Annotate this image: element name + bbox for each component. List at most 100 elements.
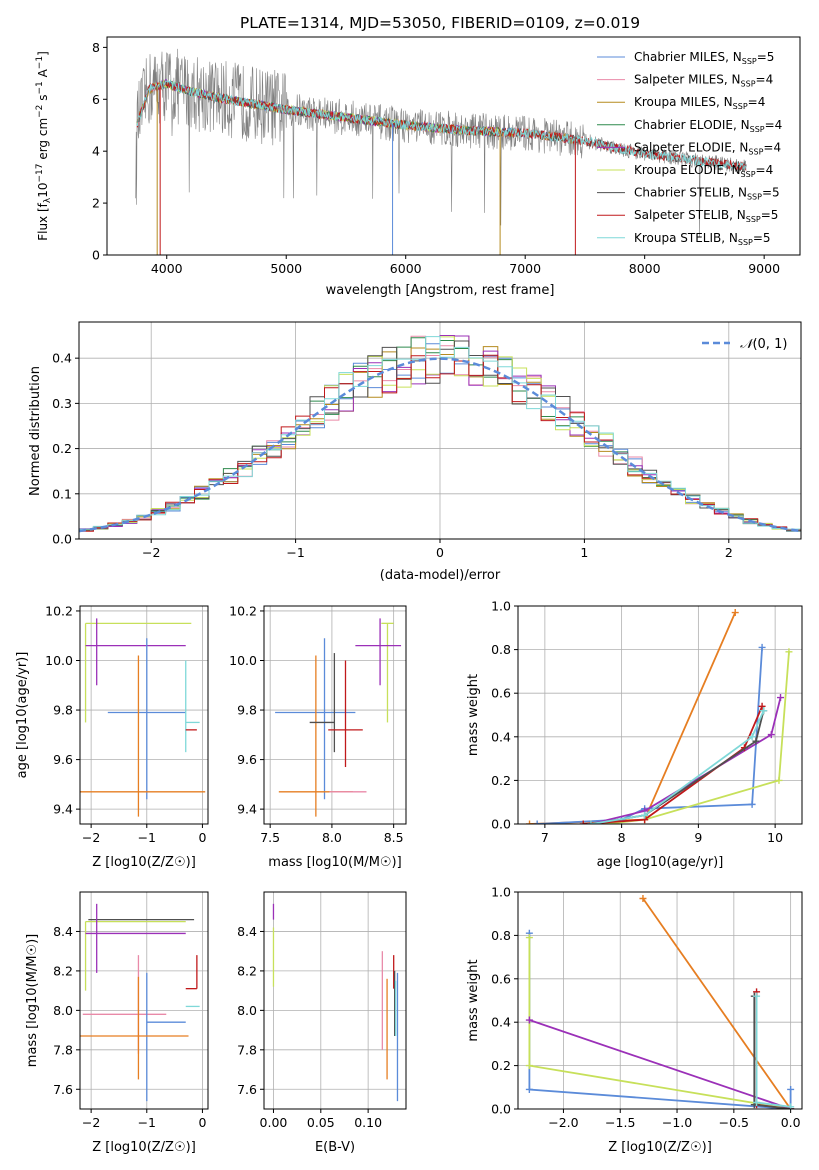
mass-weight-line — [583, 705, 763, 824]
y-tick-label: 0.0 — [491, 1102, 511, 1117]
y-tick-label: 2 — [92, 196, 100, 211]
x-tick-label: 0 — [198, 1115, 206, 1130]
y-tick-label: 10.0 — [229, 653, 257, 668]
mass-weight-marker — [526, 820, 534, 824]
residual-xlabel: (data-model)/error — [380, 568, 501, 583]
y-axis-label: age [log10(age/yr)] — [15, 652, 30, 779]
mass-weight-marker — [525, 1016, 533, 1024]
grid — [518, 891, 802, 1110]
y-tick-label: 0.0 — [52, 532, 72, 547]
mass-weight-marker — [760, 707, 768, 715]
x-tick-label: −1 — [138, 1115, 156, 1130]
x-tick-label: 6000 — [390, 261, 422, 276]
grid — [518, 605, 802, 825]
residual-histogram — [79, 336, 801, 530]
panel-frame — [517, 891, 803, 1110]
x-tick-label: 0.10 — [354, 1115, 382, 1130]
mass-weight-line — [528, 937, 791, 1109]
mass-weight-marker — [775, 776, 783, 784]
x-tick-label: 0.00 — [260, 1115, 288, 1130]
mass-weight-marker — [748, 800, 756, 808]
mass-weight-line — [606, 651, 790, 824]
normal-curve — [79, 357, 801, 533]
x-axis-label: E(B-V) — [315, 1140, 355, 1155]
x-tick-label: 2 — [725, 545, 733, 560]
x-tick-label: −2 — [82, 1115, 100, 1130]
mass-weight-line — [755, 991, 791, 1109]
x-tick-label: 5000 — [270, 261, 302, 276]
x-tick-label: 9 — [694, 830, 702, 845]
mass-weight-marker — [525, 934, 533, 942]
x-tick-label: 0.0 — [781, 1115, 801, 1130]
y-tick-label: 0.2 — [491, 773, 511, 788]
panel-frame — [263, 891, 407, 1110]
y-axis-label: mass weight — [466, 674, 481, 756]
x-tick-label: 0 — [198, 830, 206, 845]
x-tick-label: −1.0 — [662, 1115, 692, 1130]
mass-vs-metallicity-panel: −2 −1 0 7.6 7.8 8.0 8.2 8.4 Z [log10(Z/Z☉)] mass … — [25, 891, 209, 1155]
y-tick-label: 0.8 — [491, 928, 511, 943]
mass-weight-line — [755, 996, 791, 1108]
mass-weight-marker — [533, 820, 541, 824]
y-axis-label: mass [log10(M/M☉)] — [25, 934, 40, 1067]
x-axis-label: Z [log10(Z/Z☉)] — [92, 855, 196, 870]
mass-weight-marker — [641, 811, 649, 819]
x-tick-label: 7000 — [509, 261, 541, 276]
y-tick-label: 7.6 — [237, 1082, 257, 1097]
spectrum-title: PLATE=1314, MJD=53050, FIBERID=0109, z=0… — [240, 14, 640, 32]
mass-weight-line — [642, 897, 792, 1109]
legend-label: Salpeter MILES, NSSP=4 — [634, 73, 773, 89]
y-tick-label: 8.4 — [237, 924, 257, 939]
mass-weight-line — [537, 647, 763, 824]
y-tick-label: 7.8 — [53, 1042, 73, 1057]
mass-weight-marker — [777, 694, 785, 702]
legend-label: Kroupa ELODIE, NSSP=4 — [634, 163, 773, 179]
legend-label: Chabrier ELODIE, NSSP=4 — [634, 118, 782, 134]
x-tick-label: −1.5 — [605, 1115, 635, 1130]
y-tick-label: 1.0 — [491, 885, 511, 900]
x-tick-label: 1 — [580, 545, 588, 560]
legend-label: Salpeter ELODIE, NSSP=4 — [634, 140, 781, 156]
y-tick-label: 0.0 — [491, 817, 511, 832]
mass-weight-lines — [526, 609, 793, 824]
x-tick-label: 8000 — [629, 261, 661, 276]
x-tick-label: 7 — [541, 830, 549, 845]
x-axis-label: Z [log10(Z/Z☉)] — [608, 1140, 712, 1155]
mass-weight-marker — [767, 731, 775, 739]
mass-weight-marker — [525, 1062, 533, 1070]
mass-weight-lines — [525, 895, 795, 1109]
x-tick-label: 8.5 — [384, 830, 404, 845]
spectrum-lines — [135, 48, 747, 255]
legend-label: Salpeter STELIB, NSSP=5 — [634, 208, 778, 224]
y-tick-label: 0.4 — [52, 351, 72, 366]
mass-weight-marker — [753, 992, 761, 1000]
x-tick-label: 7.5 — [260, 830, 280, 845]
x-tick-label: 10 — [767, 830, 783, 845]
mass-weight-marker — [525, 1085, 533, 1093]
model-spectrum — [136, 79, 747, 171]
y-tick-label: 4 — [92, 144, 100, 159]
y-tick-label: 0.2 — [491, 1058, 511, 1073]
y-tick-label: 7.8 — [237, 1042, 257, 1057]
x-tick-label: 9000 — [748, 261, 780, 276]
observed-spectrum — [135, 48, 747, 237]
age-vs-mass-panel: 7.5 8.0 8.5 9.4 9.6 9.8 10.0 10.2 mass [log10(M/… — [229, 603, 407, 870]
y-tick-label: 8.0 — [53, 1003, 73, 1018]
normal-curve-legend-label: 𝒩(0, 1) — [740, 337, 787, 352]
mass-weight-vs-metallicity-panel: −2.0 −1.5 −1.0 −0.5 0.0 0.0 0.2 0.4 0.6 0.8 1.0 Z [… — [466, 885, 803, 1155]
error-bars — [275, 618, 402, 817]
residual-histograms — [79, 335, 801, 533]
residual-legend: 𝒩(0, 1) — [702, 337, 787, 352]
y-tick-label: 0.6 — [491, 971, 511, 986]
mass-weight-marker — [579, 820, 587, 824]
x-tick-label: 0.05 — [307, 1115, 335, 1130]
x-axis-label: mass [log10(M/M☉)] — [268, 855, 401, 870]
mass-weight-vs-age-panel: 7 8 9 10 0.0 0.2 0.4 0.6 0.8 1.0 age [log10(age/yr… — [466, 599, 803, 870]
grid — [264, 892, 406, 1109]
legend-label: Kroupa STELIB, NSSP=5 — [634, 231, 771, 247]
mass-weight-marker — [785, 648, 793, 656]
y-tick-label: 8.2 — [53, 963, 73, 978]
x-tick-label: 8.0 — [322, 830, 342, 845]
x-tick-label: −0.5 — [719, 1115, 749, 1130]
y-tick-label: 1.0 — [491, 599, 511, 614]
